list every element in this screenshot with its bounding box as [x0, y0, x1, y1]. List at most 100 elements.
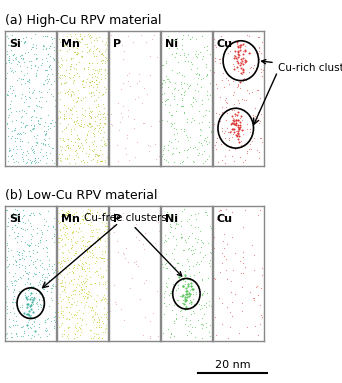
Point: [174, 101, 180, 107]
Point: [249, 242, 254, 249]
Point: [15, 276, 21, 282]
Point: [231, 52, 236, 59]
Point: [71, 335, 77, 341]
Point: [61, 136, 66, 142]
Point: [103, 298, 108, 304]
Point: [48, 318, 53, 324]
Point: [74, 51, 80, 57]
Point: [65, 155, 70, 161]
Point: [25, 293, 31, 300]
Point: [9, 98, 14, 104]
Point: [87, 268, 92, 274]
Point: [255, 212, 260, 218]
Point: [28, 301, 33, 307]
Point: [166, 137, 172, 144]
Point: [74, 328, 80, 334]
Point: [12, 92, 17, 98]
Point: [76, 288, 81, 294]
Point: [184, 275, 189, 282]
Point: [47, 303, 52, 309]
Point: [63, 234, 69, 240]
Point: [34, 67, 39, 73]
Point: [13, 54, 18, 61]
Point: [253, 116, 259, 123]
Point: [48, 81, 54, 87]
Point: [202, 210, 207, 216]
Point: [99, 219, 105, 225]
Point: [161, 90, 167, 96]
Point: [49, 90, 54, 97]
Point: [68, 61, 74, 67]
Point: [96, 317, 102, 323]
Point: [103, 159, 108, 165]
Point: [222, 128, 228, 134]
Point: [88, 327, 94, 334]
Point: [63, 90, 68, 97]
Point: [103, 314, 108, 320]
Point: [184, 294, 189, 300]
Point: [24, 311, 29, 317]
Point: [55, 218, 61, 224]
Point: [83, 272, 89, 278]
Point: [154, 218, 159, 224]
Point: [184, 291, 189, 297]
Point: [4, 309, 10, 316]
Point: [21, 156, 26, 162]
Point: [36, 296, 42, 302]
Point: [22, 124, 27, 130]
Point: [94, 37, 100, 43]
Point: [58, 258, 63, 264]
Point: [69, 216, 75, 223]
Point: [26, 262, 32, 268]
Point: [50, 93, 55, 99]
Point: [67, 63, 73, 69]
Point: [4, 254, 9, 260]
Point: [58, 55, 63, 61]
Point: [223, 104, 228, 110]
Point: [256, 34, 261, 41]
Point: [65, 324, 70, 331]
Point: [8, 65, 13, 71]
Point: [55, 309, 61, 315]
Point: [68, 115, 73, 121]
Point: [167, 292, 172, 298]
Point: [79, 47, 84, 54]
Point: [168, 224, 174, 230]
Point: [13, 259, 19, 265]
Point: [5, 158, 10, 164]
Point: [10, 261, 15, 267]
Point: [161, 145, 167, 151]
Point: [30, 210, 36, 216]
Point: [22, 38, 28, 44]
Point: [97, 237, 103, 243]
Point: [10, 322, 16, 328]
Point: [178, 276, 184, 282]
Point: [15, 129, 21, 136]
Point: [28, 223, 34, 229]
Point: [73, 160, 78, 166]
Point: [163, 251, 169, 257]
Point: [185, 283, 190, 290]
Point: [85, 153, 91, 159]
Point: [75, 334, 80, 340]
Point: [14, 322, 20, 328]
Point: [12, 300, 18, 306]
Point: [38, 237, 43, 243]
Point: [76, 136, 81, 142]
Point: [93, 143, 98, 149]
Point: [66, 249, 72, 255]
Point: [170, 151, 175, 157]
Point: [175, 260, 181, 266]
Point: [214, 85, 220, 91]
Point: [224, 110, 229, 116]
Point: [76, 327, 81, 333]
Point: [80, 78, 85, 84]
Point: [93, 77, 99, 83]
Point: [251, 65, 256, 71]
Point: [255, 50, 261, 56]
Point: [99, 151, 105, 157]
Point: [45, 33, 50, 39]
Point: [26, 242, 31, 249]
Point: [100, 60, 105, 66]
Point: [29, 302, 34, 308]
